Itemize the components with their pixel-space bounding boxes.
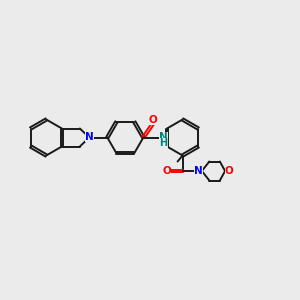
- Text: N: N: [159, 132, 168, 142]
- Text: N: N: [194, 166, 203, 176]
- Text: O: O: [162, 166, 171, 176]
- Text: N: N: [85, 132, 94, 142]
- Text: H: H: [160, 137, 168, 148]
- Text: O: O: [148, 115, 157, 125]
- Text: O: O: [225, 166, 233, 176]
